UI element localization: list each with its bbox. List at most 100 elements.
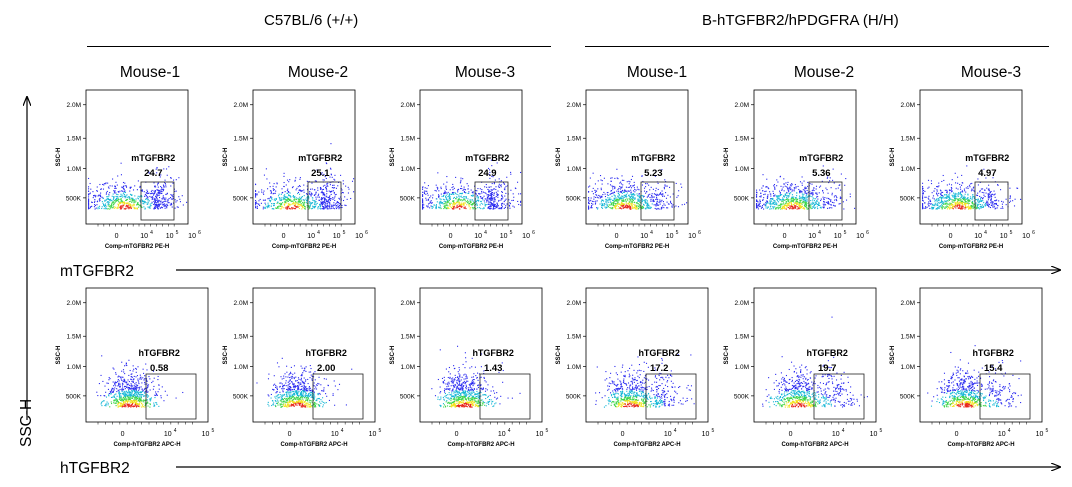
gate-label: mTGFBR2 — [131, 153, 175, 163]
x-tick-exponent: 5 — [176, 230, 179, 236]
event-dots — [431, 345, 521, 408]
y-tick-label: 2.0M — [234, 102, 248, 109]
mouse-label: Mouse-1 — [119, 64, 181, 81]
x-axis-title: Comp-mTGFBR2 PE-H — [439, 244, 503, 250]
y-axis-title: SSC-H — [724, 346, 730, 365]
x-axis-title: Comp-hTGFBR2 APC-H — [947, 442, 1014, 448]
x-tick-label: 10 — [1000, 233, 1008, 240]
event-dots — [256, 357, 353, 408]
x-tick-exponent: 4 — [674, 428, 677, 434]
x-tick-exponent: 5 — [510, 230, 513, 236]
plot-frame — [753, 287, 877, 423]
axis-arrows: SSC-H mTGFBR2 hTGFBR2 — [18, 97, 1060, 477]
y-axis-title: SSC-H — [390, 148, 396, 167]
x-tick-label: 10 — [202, 431, 210, 438]
x-tick-label: 10 — [498, 431, 506, 438]
gate-box — [145, 373, 197, 420]
x-tick-label: 10 — [536, 431, 544, 438]
plot-frame — [753, 89, 857, 225]
x-axis-title: Comp-mTGFBR2 PE-H — [605, 244, 669, 250]
y-tick-label: 1.0M — [234, 166, 248, 173]
x-tick-exponent: 4 — [341, 428, 344, 434]
x-tick-exponent: 5 — [712, 428, 715, 434]
y-axis-title: SSC-H — [724, 148, 730, 167]
x-tick-label: 10 — [974, 233, 982, 240]
x-tick-exponent: 5 — [880, 428, 883, 434]
gate-box — [979, 373, 1031, 420]
x-tick-label: 0 — [115, 233, 119, 240]
x-tick-label: 10 — [331, 431, 339, 438]
y-tick-label: 1.0M — [567, 364, 581, 371]
x-axis-title: Comp-hTGFBR2 APC-H — [280, 442, 347, 448]
x-tick-exponent: 5 — [1010, 230, 1013, 236]
x-tick-label: 10 — [688, 233, 696, 240]
gate-percentage: 24.7 — [144, 168, 163, 179]
plot-frame — [85, 287, 209, 423]
event-dots — [756, 165, 856, 210]
y-tick-label: 1.0M — [234, 364, 248, 371]
x-tick-label: 0 — [121, 431, 125, 438]
x-tick-exponent: 6 — [866, 230, 869, 236]
y-tick-label: 1.0M — [735, 364, 749, 371]
x-tick-exponent: 5 — [546, 428, 549, 434]
x-tick-label: 10 — [856, 233, 864, 240]
y-axis-title: SSC-H — [223, 148, 229, 167]
y-tick-label: 1.0M — [567, 166, 581, 173]
gate-box — [140, 181, 175, 221]
gate-percentage: 24.9 — [478, 168, 497, 179]
x-tick-label: 0 — [615, 233, 619, 240]
x-axis-title: Comp-mTGFBR2 PE-H — [272, 244, 336, 250]
x-tick-label: 10 — [522, 233, 530, 240]
x-tick-exponent: 4 — [1008, 428, 1011, 434]
gate-percentage: 1.43 — [484, 363, 503, 374]
y-tick-label: 2.0M — [401, 102, 415, 109]
gate-percentage: 2.00 — [317, 363, 336, 374]
event-dots — [762, 316, 868, 408]
mouse-label: Mouse-3 — [960, 64, 1022, 81]
x-tick-label: 0 — [783, 233, 787, 240]
gate-percentage: 4.97 — [978, 168, 997, 179]
y-tick-label: 1.5M — [67, 334, 81, 341]
y-axis-title: SSC-H — [56, 148, 62, 167]
y-tick-label: 2.0M — [67, 300, 81, 307]
event-dots — [927, 345, 1022, 408]
x-tick-label: 10 — [500, 233, 508, 240]
y-tick-label: 2.0M — [401, 300, 415, 307]
x-tick-exponent: 4 — [150, 230, 153, 236]
x-tick-label: 0 — [955, 431, 959, 438]
x-tick-label: 0 — [621, 431, 625, 438]
x-tick-label: 0 — [949, 233, 953, 240]
x-tick-label: 10 — [666, 233, 674, 240]
gate-box — [640, 181, 675, 221]
x-tick-exponent: 4 — [508, 428, 511, 434]
ssc-axis-label: SSC-H — [18, 399, 35, 447]
gate-label: mTGFBR2 — [465, 153, 509, 163]
y-tick-label: 1.0M — [67, 364, 81, 371]
x-tick-exponent: 6 — [532, 230, 535, 236]
y-axis-title: SSC-H — [56, 346, 62, 365]
x-tick-exponent: 4 — [317, 230, 320, 236]
y-tick-label: 1.5M — [567, 334, 581, 341]
y-tick-label: 1.5M — [901, 136, 915, 143]
gate-label: mTGFBR2 — [965, 153, 1009, 163]
x-tick-exponent: 5 — [676, 230, 679, 236]
x-tick-exponent: 6 — [365, 230, 368, 236]
x-tick-label: 10 — [832, 431, 840, 438]
x-tick-label: 10 — [702, 431, 710, 438]
event-dots — [96, 355, 184, 408]
plot-frame — [419, 89, 523, 225]
x-tick-exponent: 5 — [343, 230, 346, 236]
y-axis-title: SSC-H — [390, 346, 396, 365]
x-tick-exponent: 6 — [1032, 230, 1035, 236]
y-tick-label: 1.5M — [567, 136, 581, 143]
y-tick-label: 1.5M — [735, 136, 749, 143]
event-dots — [88, 162, 188, 210]
x-axis-title: Comp-hTGFBR2 APC-H — [113, 442, 180, 448]
y-tick-label: 1.0M — [401, 364, 415, 371]
